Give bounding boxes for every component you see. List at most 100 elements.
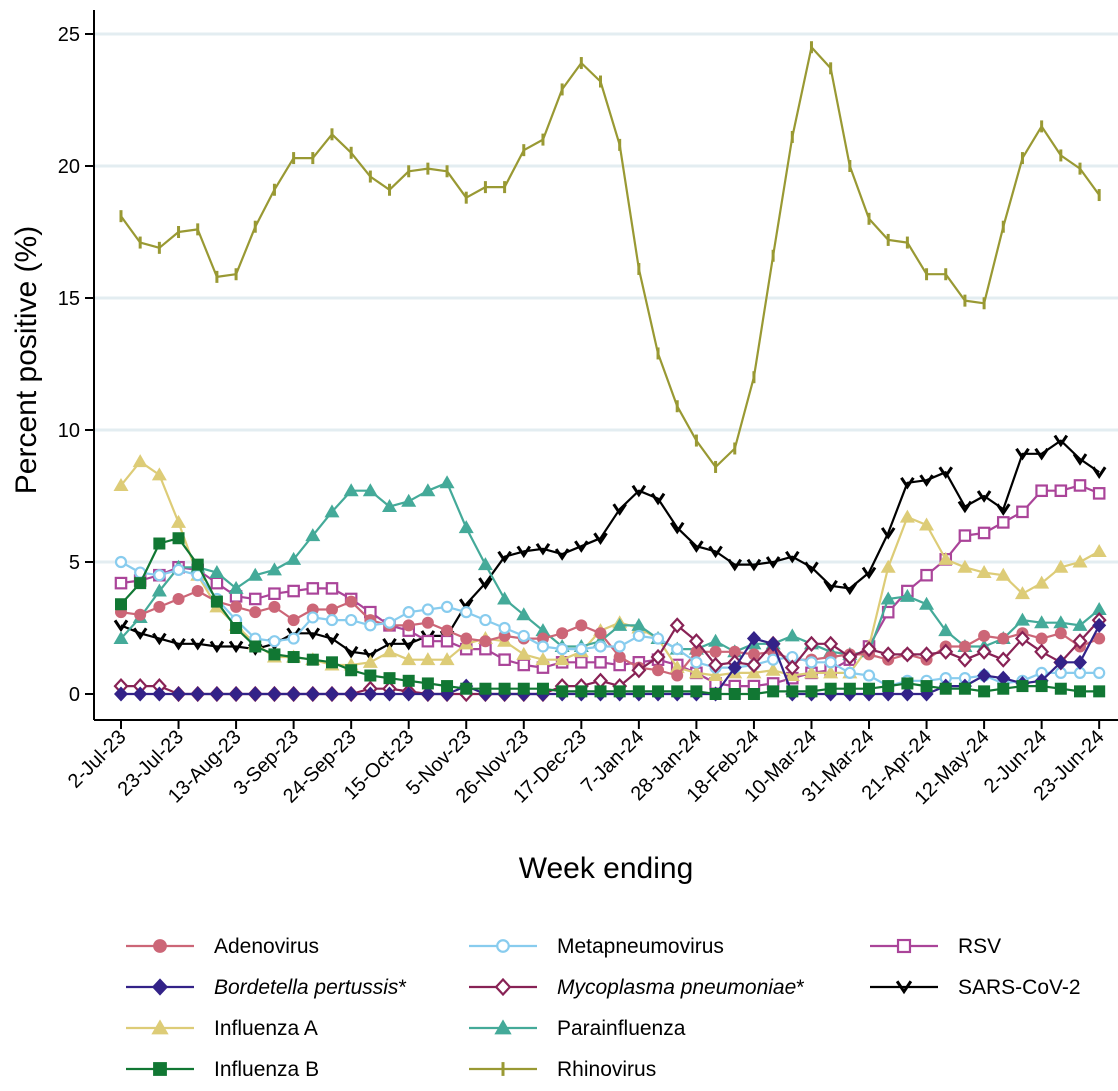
data-point [727,660,742,676]
data-point [995,567,1011,581]
data-point [401,493,417,507]
data-point [554,548,570,561]
data-point [286,551,302,565]
series-line [121,624,1101,696]
data-point [728,645,741,658]
data-point [575,656,588,669]
data-point [957,500,973,514]
data-point [190,686,205,702]
data-point [344,686,359,702]
data-point [306,653,319,666]
data-point [134,608,147,621]
data-point [496,939,510,953]
data-point [114,686,128,702]
data-point [1091,602,1107,616]
data-point [1014,586,1030,600]
data-point [765,556,781,569]
data-point [248,686,263,702]
data-point [458,520,474,534]
data-point [382,499,398,513]
data-point [957,651,973,668]
data-point [230,622,243,634]
legend-item: RSV [870,935,1001,958]
data-point [266,562,282,576]
legend-label: Bordetella pertussis* [214,976,407,999]
y-tick-label: 5 [69,552,80,574]
data-point [593,672,608,689]
data-point [1053,615,1069,629]
data-point [171,686,186,702]
data-point [1053,434,1069,448]
data-point [896,938,912,954]
data-point [153,569,166,582]
data-point [996,516,1010,529]
data-point [920,680,933,693]
data-point [863,682,876,695]
data-point [151,1019,169,1035]
legend-label: SARS-CoV-2 [958,976,1081,999]
data-point [324,632,340,646]
data-point [153,537,166,550]
data-point [1054,682,1067,695]
data-point [1014,612,1030,626]
data-point [785,550,800,564]
data-point [153,1062,167,1076]
data-point [114,555,128,569]
data-point [671,685,684,698]
data-point [324,504,340,518]
data-point [708,656,724,674]
data-point [497,591,513,605]
data-point [1034,575,1050,589]
data-point [746,631,761,647]
data-point [439,652,455,666]
data-point [882,680,895,693]
legend-item: Bordetella pertussis* [126,976,407,999]
data-point [1034,615,1050,629]
data-point [247,567,263,581]
data-point [1091,543,1107,557]
data-point [536,640,550,653]
data-point [919,517,935,531]
data-point [594,656,607,669]
data-point [556,685,569,698]
data-point [494,1019,512,1035]
data-point [171,638,186,651]
data-point [997,632,1010,645]
data-point [134,577,147,590]
data-point [575,619,588,632]
data-point [958,529,972,542]
data-point [938,643,954,660]
data-point [460,632,473,645]
data-point [479,682,492,695]
data-point [824,656,837,669]
legend-item: SARS-CoV-2 [870,976,1081,999]
data-point [631,617,647,631]
data-point [497,550,512,564]
data-point [895,980,913,995]
legend-label: Rhinovirus [557,1058,656,1081]
data-point [113,477,129,491]
data-point [286,686,301,702]
data-point [690,685,703,698]
data-point [115,598,127,611]
data-point [249,606,262,619]
legend-item: Adenovirus [126,935,319,958]
data-point [420,686,435,702]
data-point [210,576,224,590]
data-point [401,686,416,702]
data-point [978,685,991,698]
data-point [976,643,992,660]
data-point [843,666,856,679]
data-point [784,628,800,642]
data-point [153,600,166,613]
data-point [363,686,378,702]
data-point [535,623,551,637]
data-point [152,686,167,702]
data-point [132,627,148,640]
data-point [976,490,992,503]
series-line [120,481,1100,656]
series-rhinovirus [119,41,1101,473]
series-metapneumovirus [114,555,1106,693]
data-point [133,686,148,702]
